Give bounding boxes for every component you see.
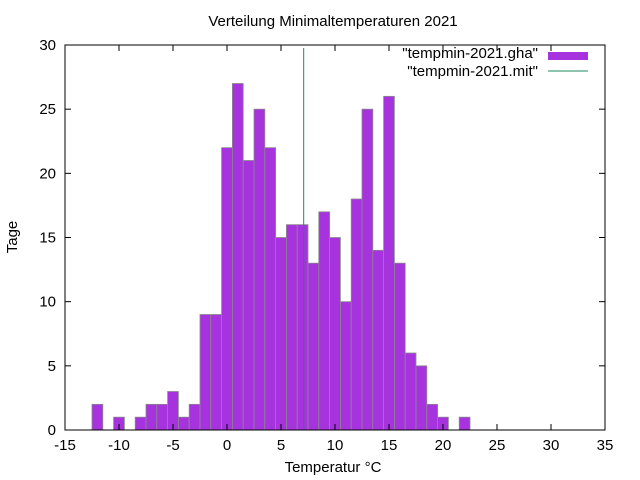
histogram-bar: [156, 403, 169, 431]
histogram-bar: [393, 262, 406, 431]
histogram-bar: [275, 237, 287, 431]
histogram-bar: [253, 108, 266, 431]
x-axis-label: Temperatur °C: [285, 459, 382, 476]
histogram-bar: [221, 147, 233, 431]
histogram-bar: [199, 314, 212, 431]
histogram-bar: [350, 198, 363, 431]
legend-label-mean-line: "tempmin-2021.mit": [407, 63, 538, 80]
y-tick-label: 15: [39, 230, 56, 247]
histogram-bar: [458, 416, 471, 431]
histogram-bar: [145, 403, 158, 431]
y-axis-label: Tage: [4, 221, 21, 254]
histogram-bar: [415, 365, 428, 431]
histogram-bar: [318, 211, 330, 431]
legend-swatch-histogram: [548, 52, 588, 60]
legend: "tempmin-2021.gha" "tempmin-2021.mit": [402, 45, 588, 80]
y-axis-ticks: 0 5 10 15 20 25 30: [39, 37, 605, 439]
x-tick-label: 20: [435, 437, 452, 454]
y-tick-label: 0: [48, 422, 56, 439]
legend-label-histogram: "tempmin-2021.gha": [402, 45, 538, 62]
x-tick-label: 10: [327, 437, 344, 454]
histogram-bar: [210, 314, 223, 431]
histogram-bar: [307, 262, 320, 431]
x-tick-label: 5: [277, 437, 285, 454]
histogram-bar: [404, 352, 417, 431]
y-tick-label: 10: [39, 294, 56, 311]
histogram-bar: [285, 224, 298, 431]
x-tick-label: 15: [381, 437, 398, 454]
x-tick-label: -5: [166, 437, 179, 454]
y-tick-label: 25: [39, 101, 56, 118]
x-tick-label: 35: [597, 437, 614, 454]
histogram-bar: [188, 403, 201, 431]
y-tick-label: 5: [48, 358, 56, 375]
histogram-bars: [91, 83, 471, 431]
histogram-bar: [134, 416, 147, 431]
histogram-bar: [329, 237, 341, 431]
x-tick-label: 25: [489, 437, 506, 454]
histogram-bar: [372, 249, 384, 431]
chart-title: Verteilung Minimaltemperaturen 2021: [208, 13, 457, 30]
y-tick-label: 30: [39, 37, 56, 54]
histogram-bar: [361, 108, 374, 431]
histogram-bar: [177, 416, 190, 431]
histogram-bar: [91, 403, 104, 431]
histogram-bar: [339, 301, 352, 431]
x-tick-label: 30: [543, 437, 560, 454]
x-tick-label: 0: [223, 437, 231, 454]
y-tick-label: 20: [39, 165, 56, 182]
histogram-bar: [242, 160, 255, 431]
histogram-bar: [231, 83, 244, 431]
histogram-bar: [426, 403, 438, 431]
x-tick-label: -10: [108, 437, 130, 454]
histogram-bar: [383, 95, 395, 431]
histogram-bar: [296, 224, 309, 431]
x-axis-ticks: -15 -10 -5 0 5 10 15 20 25 30 35: [54, 45, 613, 454]
histogram-bar: [264, 147, 276, 431]
x-tick-label: -15: [54, 437, 76, 454]
